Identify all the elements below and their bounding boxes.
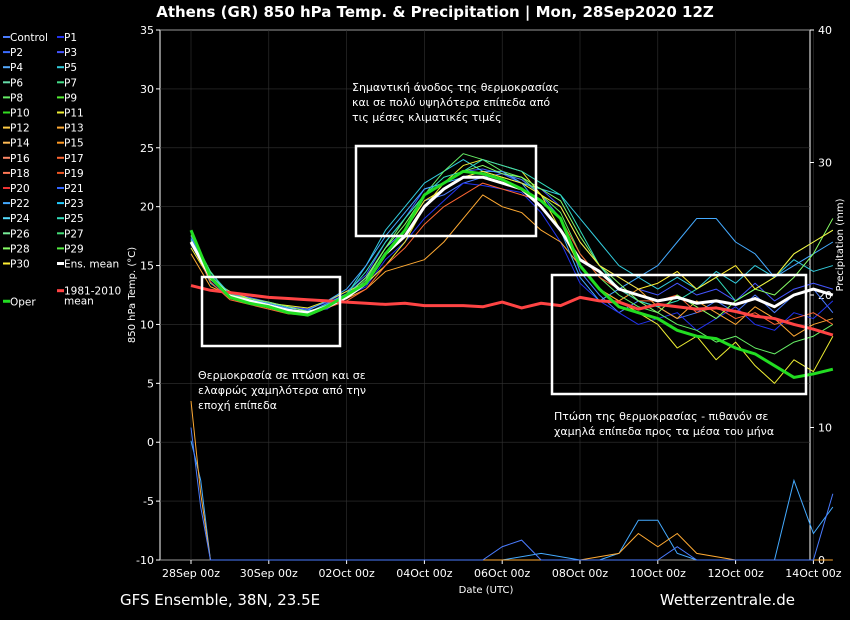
legend-label: P2 [10,47,23,59]
legend-label: P16 [10,153,30,165]
y-tick-label: 0 [147,436,154,449]
legend-label: mean [64,296,94,308]
annotations: Σημαντική άνοδος της θερμοκρασίας και σε … [198,81,774,438]
y2-tick-label: 40 [818,24,832,37]
series-line-p1 [190,182,834,331]
x-tick-label: 14Oct 00z [785,567,842,580]
series-line-control [190,173,834,320]
legend-label: P6 [10,77,23,89]
legend-label: P7 [64,77,77,89]
y2-tick-label: 30 [818,157,832,170]
y-tick-label: -5 [143,495,154,508]
legend-label: P1 [64,32,77,44]
legend-label: P9 [64,92,77,104]
series-line-oper [189,169,834,379]
precip-line-p22 [190,440,834,561]
legend-label: P24 [10,213,30,225]
left-annotation-text: Θερμοκρασία σε πτώση και σε ελαφρώς χαμηλ… [198,369,366,412]
temperature-series [189,153,834,384]
y2-axis-label: Precipitation (mm) [835,198,846,291]
legend-label: P21 [64,183,84,195]
x-axis-label: Date (UTC) [459,585,514,596]
legend-label: P18 [10,168,30,180]
legend-label: P20 [10,183,30,195]
series-line-1981-2010-mean [190,284,834,337]
legend-label: P27 [64,228,84,240]
legend-label: Oper [10,296,36,308]
legend-label: P28 [10,243,30,255]
y-axis-ticks: -10 -5 0 5 10 15 20 25 30 35 [136,24,160,567]
legend-label: P23 [64,198,84,210]
legend-label: P17 [64,153,84,165]
precipitation-series [190,400,834,561]
upper-annotation-box [354,144,538,238]
series-line-ens-mean [189,175,834,315]
x-tick-label: 30Sep 00z [240,567,298,580]
y2-tick-label: 10 [818,422,832,435]
legend-label: P14 [10,138,30,150]
legend-label: Control [10,32,48,44]
x-tick-label: 08Oct 00z [552,567,609,580]
footer-right: Wetterzentrale.de [660,591,795,609]
legend-label: P4 [10,62,23,74]
right-annotation-box [550,273,808,396]
legend-label: Ens. mean [64,259,119,271]
series-line-p28 [190,164,834,320]
legend-label: P15 [64,138,84,150]
x-tick-label: 04Oct 00z [396,567,453,580]
legend-label: P8 [10,92,23,104]
legend-label: P3 [64,47,77,59]
right-annotation-text: Πτώση της θερμοκρασίας - πιθανόν σε χαμηλ… [554,410,774,438]
legend-label: P12 [10,123,30,135]
x-tick-label: 02Oct 00z [318,567,375,580]
legend-label: P13 [64,123,84,135]
legend: Control P1 P2 P3 P4 P5 P6 P7 P8 P9 P10 P11 P12 P13 P14… [3,32,121,308]
x-axis-ticks: 28Sep 00z 30Sep 00z 02Oct 00z 04Oct 00z 06Oc… [162,560,842,580]
y-tick-label: 25 [140,142,154,155]
series-line-p3 [190,168,833,310]
legend-label: P5 [64,62,77,74]
y-axis-label: 850 hPa Temp. (°C) [127,247,138,343]
legend-label: 1981-2010 [64,286,121,298]
y-tick-label: 15 [140,260,154,273]
legend-label: P11 [64,108,84,120]
x-tick-label: 06Oct 00z [474,567,531,580]
footer-left: GFS Ensemble, 38N, 23.5E [120,591,320,609]
y-tick-label: 20 [140,201,154,214]
x-tick-label: 28Sep 00z [162,567,220,580]
y-tick-label: 5 [147,377,154,390]
upper-annotation-text: Σημαντική άνοδος της θερμοκρασίας και σε … [352,81,559,124]
y-tick-label: 30 [140,83,154,96]
legend-label: P29 [64,243,84,255]
left-annotation-box [200,275,342,348]
legend-label: P26 [10,228,30,240]
y-tick-label: -10 [136,554,154,567]
precip-line-control [190,427,834,561]
legend-label: P30 [10,259,30,271]
legend-label: P25 [64,213,84,225]
legend-label: P10 [10,108,30,120]
y-tick-label: 10 [140,318,154,331]
chart-title: Athens (GR) 850 hPa Temp. & Precipitatio… [156,3,714,22]
legend-label: P22 [10,198,30,210]
x-tick-label: 10Oct 00z [630,567,687,580]
y-tick-label: 35 [140,24,154,37]
legend-label: P19 [64,168,84,180]
x-tick-label: 12Oct 00z [707,567,764,580]
